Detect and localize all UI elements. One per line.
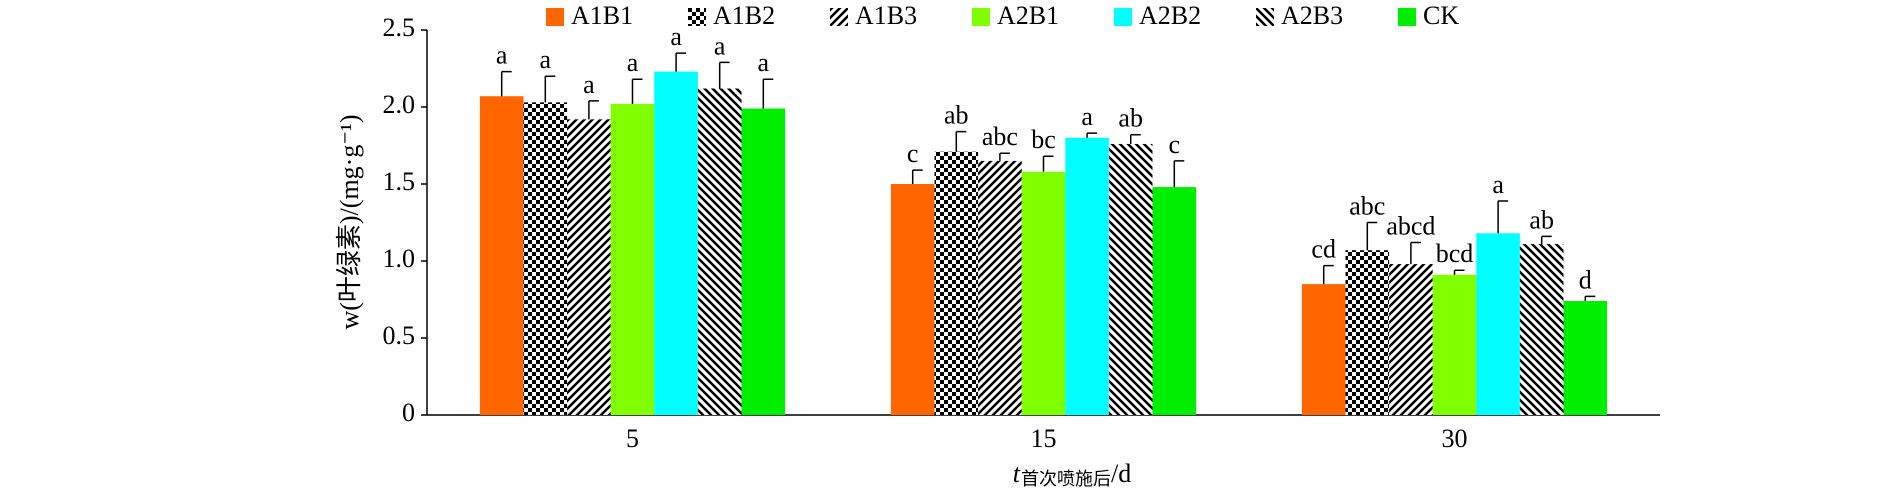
error-bar bbox=[911, 169, 923, 184]
bar bbox=[479, 96, 524, 415]
bar bbox=[567, 119, 611, 415]
legend-label: A1B3 bbox=[855, 1, 917, 30]
error-bar bbox=[1584, 295, 1596, 302]
bar bbox=[1476, 233, 1520, 415]
significance-letter: ab bbox=[1118, 104, 1143, 133]
error-bar bbox=[1366, 221, 1378, 251]
legend-label: A2B2 bbox=[1139, 1, 1201, 30]
legend-label: A1B1 bbox=[571, 1, 633, 30]
y-tick-label: 2.5 bbox=[383, 13, 416, 42]
y-tick-label: 0.5 bbox=[383, 321, 416, 350]
error-bar bbox=[999, 152, 1010, 161]
error-bar bbox=[1540, 235, 1552, 245]
x-tick-label: 5 bbox=[626, 424, 639, 453]
x-tick-label: 15 bbox=[1031, 424, 1057, 453]
bar bbox=[890, 184, 935, 415]
error-bar bbox=[588, 100, 599, 120]
error-bar bbox=[1129, 133, 1141, 144]
significance-letter: bc bbox=[1031, 125, 1056, 154]
significance-letter: a bbox=[540, 45, 552, 74]
bar bbox=[523, 102, 568, 415]
error-bar bbox=[675, 52, 687, 72]
error-bar bbox=[1086, 132, 1098, 138]
y-tick-label: 2.0 bbox=[383, 90, 416, 119]
legend-label: A2B1 bbox=[997, 1, 1059, 30]
error-bar bbox=[718, 61, 730, 89]
bar bbox=[1519, 244, 1564, 415]
bar bbox=[1389, 264, 1433, 415]
significance-letter: a bbox=[1081, 102, 1093, 131]
legend-label: CK bbox=[1423, 1, 1459, 30]
bar bbox=[1065, 137, 1109, 416]
bar bbox=[1301, 284, 1346, 415]
x-axis-label-subscript: 首次喷施后 bbox=[1021, 469, 1111, 489]
significance-letter: c bbox=[1169, 130, 1181, 159]
error-bar bbox=[1173, 160, 1185, 188]
significance-letter: d bbox=[1579, 265, 1592, 294]
error-bar bbox=[1410, 241, 1421, 265]
error-bar bbox=[1042, 155, 1054, 172]
x-axis-label: t bbox=[1013, 459, 1021, 488]
significance-letter: abc bbox=[982, 122, 1018, 151]
x-axis-label-unit: /d bbox=[1111, 459, 1131, 488]
legend-swatch bbox=[1398, 8, 1416, 26]
bar bbox=[1432, 274, 1477, 415]
bar bbox=[610, 103, 655, 416]
legend-swatch bbox=[972, 8, 990, 26]
legend-swatch bbox=[830, 8, 848, 26]
bar bbox=[1021, 171, 1066, 415]
error-bar bbox=[1322, 264, 1334, 285]
bar bbox=[1152, 187, 1197, 415]
y-tick-label: 1.0 bbox=[383, 244, 416, 273]
significance-letter: a bbox=[670, 22, 682, 51]
significance-letter: abcd bbox=[1386, 211, 1435, 240]
x-tick-label: 30 bbox=[1442, 424, 1468, 453]
y-tick-label: 0 bbox=[402, 398, 415, 427]
significance-letter: a bbox=[627, 48, 639, 77]
legend-label: A1B2 bbox=[713, 1, 775, 30]
error-bar bbox=[762, 78, 774, 109]
legend-swatch bbox=[546, 8, 564, 26]
bar bbox=[978, 160, 1022, 415]
significance-letter: a bbox=[758, 48, 770, 77]
significance-letter: ab bbox=[1529, 205, 1554, 234]
bar bbox=[697, 88, 742, 416]
legend-swatch bbox=[1114, 8, 1132, 26]
error-bar bbox=[1497, 200, 1509, 234]
significance-letter: c bbox=[907, 139, 919, 168]
significance-letter: ab bbox=[944, 101, 969, 130]
significance-letter: a bbox=[714, 31, 726, 60]
significance-letter: a bbox=[1492, 170, 1504, 199]
significance-letter: a bbox=[583, 70, 595, 99]
legend-swatch bbox=[1256, 8, 1274, 26]
error-bar bbox=[631, 78, 643, 104]
error-bar bbox=[955, 130, 967, 152]
bar bbox=[1345, 250, 1390, 415]
significance-letter: cd bbox=[1311, 235, 1336, 264]
error-bar bbox=[544, 75, 556, 103]
legend-label: A2B3 bbox=[1281, 1, 1343, 30]
bar bbox=[654, 71, 698, 415]
significance-letter: a bbox=[496, 41, 508, 70]
error-bar bbox=[500, 70, 512, 97]
bar bbox=[934, 151, 979, 415]
bar bbox=[1108, 143, 1153, 415]
bar bbox=[1563, 301, 1608, 415]
legend-swatch bbox=[688, 8, 706, 26]
bar bbox=[741, 108, 786, 415]
y-axis-label: w(叶绿素)/(mg·g⁻¹) bbox=[335, 114, 364, 329]
y-tick-label: 1.5 bbox=[383, 167, 416, 196]
significance-letter: abc bbox=[1349, 191, 1385, 220]
significance-letter: bcd bbox=[1436, 239, 1474, 268]
error-bar bbox=[1453, 269, 1465, 275]
